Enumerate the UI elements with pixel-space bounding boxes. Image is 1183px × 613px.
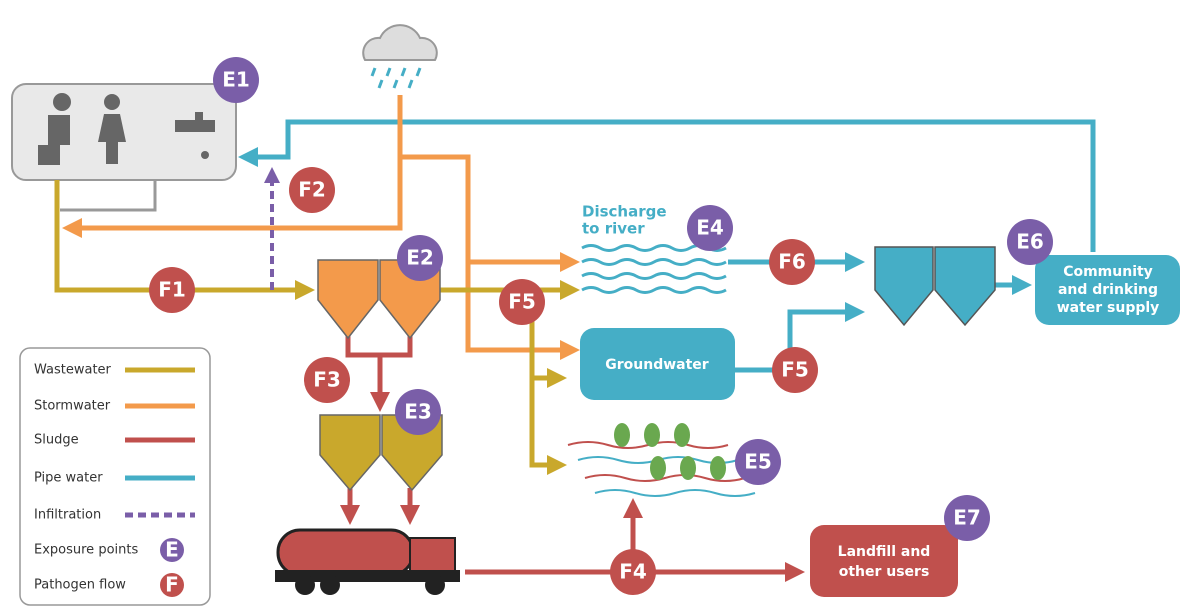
landfill-node: Landfill and other users — [810, 525, 958, 597]
legend-label: Pipe water — [34, 471, 103, 486]
river-waves-part — [582, 288, 726, 293]
badge-label: F1 — [158, 278, 186, 302]
crop-field-part-part — [644, 423, 660, 447]
cloud-part-part — [387, 68, 390, 76]
legend-label: Stormwater — [34, 399, 111, 414]
badge-label: E6 — [1016, 230, 1044, 254]
community-line: and drinking — [1058, 282, 1158, 298]
groundwater-node: Groundwater — [580, 328, 735, 400]
river-waves-part — [582, 260, 726, 265]
cloud-part-part — [379, 80, 382, 88]
crop-field-part-part — [614, 423, 630, 447]
pipe-water-flows-part — [248, 122, 1093, 252]
badge-label: E2 — [406, 246, 434, 270]
sludge-flows-part — [348, 335, 410, 355]
badge-label: E7 — [953, 506, 981, 530]
legend: Wastewater Stormwater Sludge Pipe water Infi… — [20, 348, 210, 605]
tanker-truck-part — [425, 575, 445, 595]
septic-tanks-part — [318, 260, 378, 338]
legend-label: Exposure points — [34, 543, 138, 558]
badges: E1 E2 E3 E4 E5 E6 E7 F1 F2 F3 F4 F5 F5 F6 — [149, 57, 1053, 595]
community-line: Community — [1063, 264, 1153, 280]
crop-field-part-part — [680, 456, 696, 480]
cloud-part-part — [372, 68, 375, 76]
legend-label: Pathogen flow — [34, 578, 126, 593]
household-part — [201, 151, 209, 159]
cloud-part — [372, 68, 420, 88]
sludge-tanks-part — [320, 415, 380, 490]
discharge-line: to river — [582, 220, 645, 238]
badge-label: F4 — [619, 560, 647, 584]
crop-field-part — [595, 490, 755, 496]
legend-label: Wastewater — [34, 363, 112, 378]
discharge-line: Discharge — [582, 203, 667, 221]
treatment-tanks-part — [935, 247, 995, 325]
tanker-truck-part — [278, 530, 413, 575]
treatment-tanks — [875, 247, 995, 325]
badge-label: E5 — [744, 450, 772, 474]
badge-label: F2 — [298, 178, 326, 202]
greywater-line — [60, 180, 155, 210]
cloud — [363, 25, 437, 88]
badge-label: F3 — [313, 368, 341, 392]
crop-field — [568, 423, 755, 496]
cloud-part-part — [409, 80, 412, 88]
cloud-part — [363, 25, 437, 60]
legend-label: Sludge — [34, 433, 79, 448]
crop-field-part — [614, 423, 726, 480]
crop-field-part-part — [674, 423, 690, 447]
household-part — [53, 93, 71, 111]
household-part — [104, 94, 120, 110]
crop-field-part-part — [650, 456, 666, 480]
community-line: water supply — [1057, 300, 1160, 316]
cloud-part-part — [417, 68, 420, 76]
tanker-truck-part — [320, 575, 340, 595]
household — [12, 84, 236, 180]
river-waves — [582, 246, 726, 293]
badge-label: E3 — [404, 400, 432, 424]
landfill-node-part — [810, 525, 958, 597]
legend-badge-label: F — [165, 573, 179, 597]
groundwater-label: Groundwater — [605, 357, 709, 373]
legend-label: Infiltration — [34, 508, 101, 523]
treatment-tanks-part — [875, 247, 933, 325]
community-node: Community and drinking water supply — [1035, 255, 1180, 325]
badge-label: F5 — [781, 358, 809, 382]
tanker-truck-part — [295, 575, 315, 595]
river-waves-part — [582, 274, 726, 279]
badge-label: F5 — [508, 290, 536, 314]
badge-label: E1 — [222, 68, 250, 92]
landfill-line: other users — [839, 564, 930, 580]
badge-label: F6 — [778, 250, 806, 274]
legend-badge-label: E — [165, 538, 179, 562]
cloud-part-part — [402, 68, 405, 76]
landfill-line: Landfill and — [838, 544, 931, 560]
tanker-truck — [275, 530, 460, 595]
cloud-part-part — [394, 80, 397, 88]
badge-label: E4 — [696, 216, 724, 240]
diagram: Discharge to river Groundwater Community… — [0, 0, 1183, 613]
crop-field-part-part — [710, 456, 726, 480]
discharge-label: Discharge to river — [582, 203, 667, 238]
